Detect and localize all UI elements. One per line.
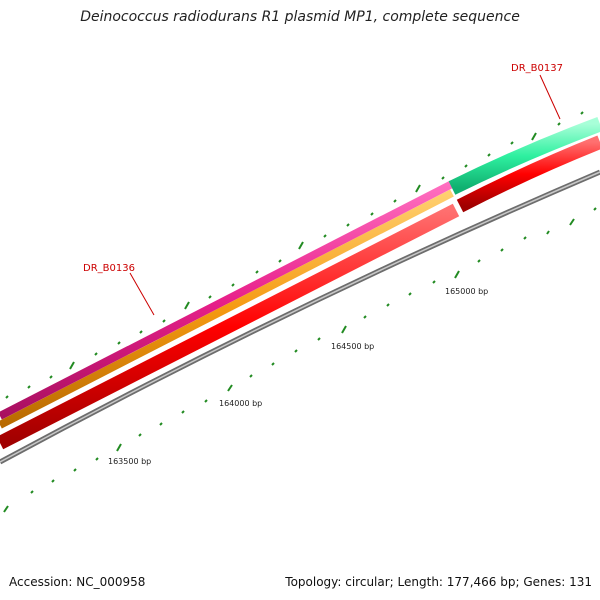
gene-bar-magenta[interactable] — [0, 180, 454, 420]
inner-tick-row — [5, 111, 584, 399]
gene-bar-dr-b0137[interactable] — [448, 116, 600, 195]
label-leader-dr-b0137 — [539, 74, 561, 120]
gene-label-dr-b0136[interactable]: DR_B0136 — [83, 263, 135, 274]
position-label: 164500 bp — [331, 342, 374, 351]
map-title: Deinococcus radiodurans R1 plasmid MP1, … — [80, 9, 520, 25]
gene-bar-red-left[interactable] — [0, 203, 460, 450]
position-label: 165000 bp — [445, 287, 488, 296]
accession-text: Accession: NC_000958 — [9, 575, 146, 589]
position-label: 163500 bp — [108, 457, 151, 466]
label-leader-dr-b0136 — [129, 272, 155, 316]
outer-tick-row — [3, 207, 597, 513]
gene-bar-red-right[interactable] — [456, 135, 600, 213]
gene-bar-orange[interactable] — [0, 189, 454, 429]
topology-summary: Topology: circular; Length: 177,466 bp; … — [285, 575, 592, 589]
backbone-circle — [0, 169, 600, 465]
gene-label-dr-b0137[interactable]: DR_B0137 — [511, 63, 563, 74]
position-label: 164000 bp — [219, 399, 262, 408]
